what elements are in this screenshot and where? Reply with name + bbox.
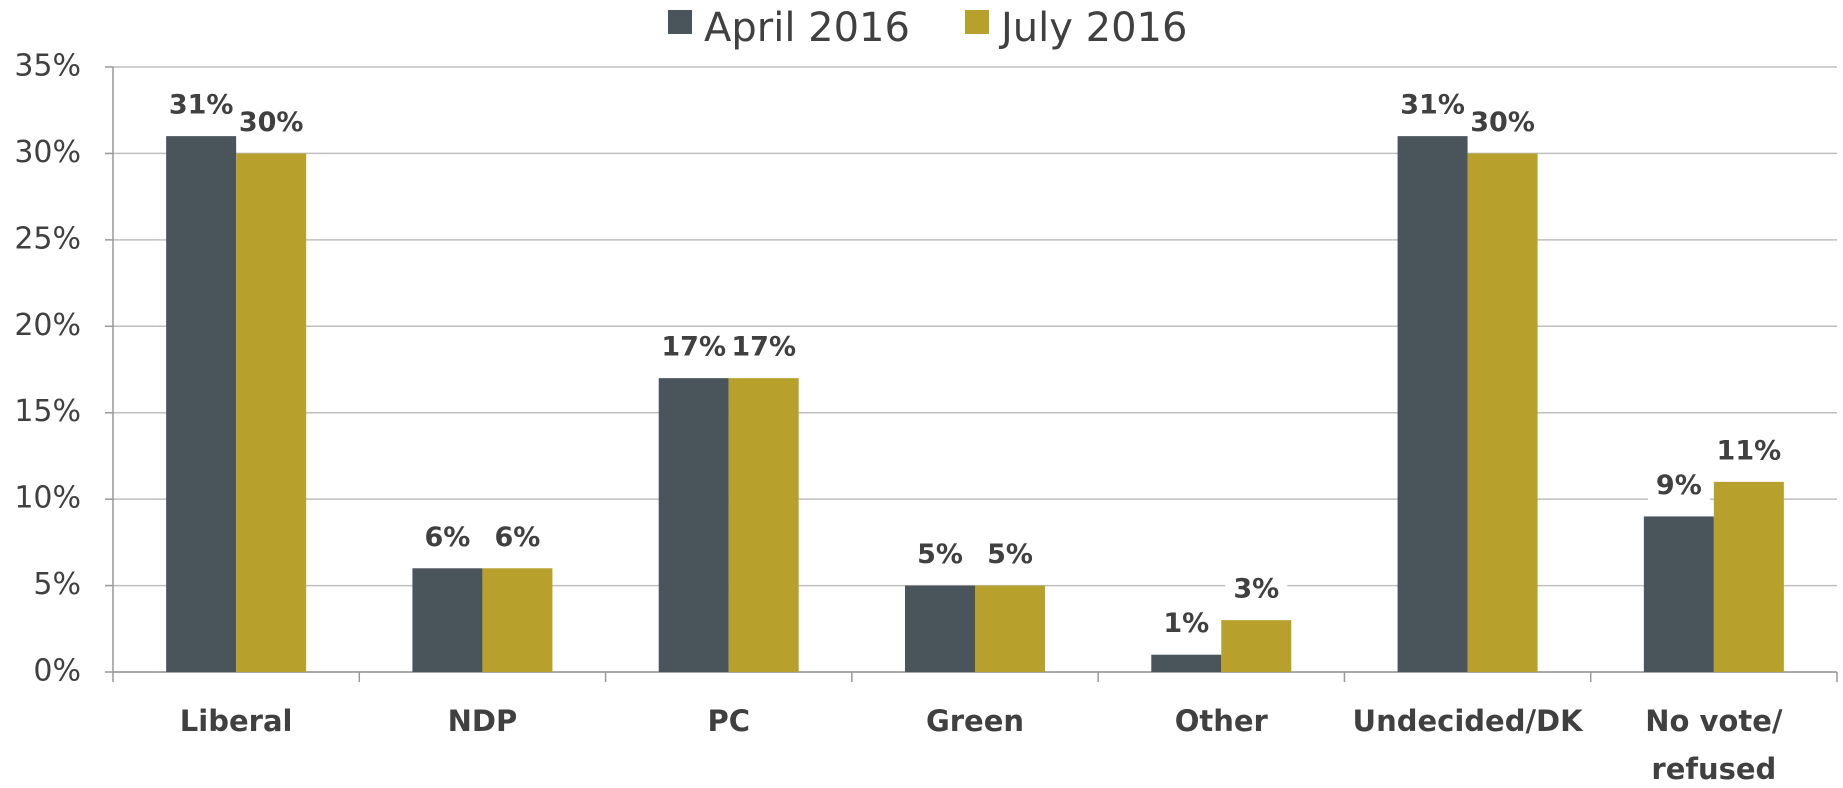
- bar: [905, 585, 975, 672]
- value-label: 31%: [1400, 90, 1465, 121]
- label-bg: [909, 537, 971, 574]
- value-label: 11%: [1717, 435, 1782, 466]
- bar: [1397, 136, 1468, 673]
- label-bg: [979, 537, 1041, 574]
- y-tick-label: 10%: [14, 481, 81, 516]
- label-bg: [416, 520, 479, 557]
- x-tick-label: No vote/refused: [1645, 704, 1783, 786]
- label-bg: [732, 330, 795, 367]
- x-tick-label: NDP: [448, 704, 518, 738]
- x-tick-label: Green: [926, 704, 1024, 738]
- x-tick-label: Undecided/DK: [1353, 704, 1585, 738]
- legend-swatch: [965, 10, 989, 34]
- bar: [728, 378, 799, 672]
- label-bg: [1401, 88, 1464, 125]
- legend-swatch: [668, 10, 692, 34]
- legend-label: July 2016: [998, 5, 1187, 51]
- y-tick-label: 5%: [33, 567, 81, 602]
- y-tick-label: 35%: [14, 49, 81, 84]
- bar: [975, 585, 1045, 672]
- label-bg: [1225, 572, 1288, 609]
- label-bg: [1155, 606, 1218, 643]
- value-label: 30%: [239, 107, 304, 138]
- bar: [236, 153, 307, 672]
- label-bg: [662, 330, 725, 367]
- legend-label: April 2016: [704, 5, 910, 51]
- label-bg: [1471, 105, 1534, 142]
- label-bg: [170, 88, 233, 125]
- bar: [166, 136, 237, 673]
- value-label: 17%: [661, 332, 726, 363]
- label-bg: [240, 105, 303, 142]
- bar: [1713, 481, 1784, 672]
- bar: [1467, 153, 1538, 672]
- y-tick-label: 20%: [14, 308, 81, 343]
- y-tick-label: 25%: [14, 221, 81, 256]
- label-bg: [486, 520, 549, 557]
- value-label: 6%: [425, 522, 471, 553]
- bar: [482, 568, 553, 672]
- label-bg: [1647, 468, 1710, 505]
- value-label: 9%: [1656, 470, 1702, 501]
- y-tick-label: 30%: [14, 135, 81, 170]
- value-label: 3%: [1233, 574, 1279, 605]
- value-label: 5%: [987, 539, 1033, 570]
- value-label: 6%: [495, 522, 541, 553]
- y-tick-label: 0%: [33, 654, 81, 689]
- y-tick-label: 15%: [14, 394, 81, 429]
- value-label: 5%: [917, 539, 963, 570]
- value-label: 17%: [731, 332, 796, 363]
- value-label: 31%: [169, 90, 234, 121]
- value-label: 30%: [1470, 107, 1535, 138]
- x-tick-label: PC: [707, 704, 750, 738]
- x-tick-label: Liberal: [180, 704, 293, 738]
- bar: [658, 378, 729, 672]
- bar: [412, 568, 483, 672]
- x-tick-label: Other: [1175, 704, 1269, 738]
- label-bg: [1717, 433, 1780, 470]
- bar: [1643, 516, 1714, 672]
- bar: [1151, 654, 1222, 672]
- bar: [1221, 620, 1292, 672]
- value-label: 1%: [1163, 608, 1209, 639]
